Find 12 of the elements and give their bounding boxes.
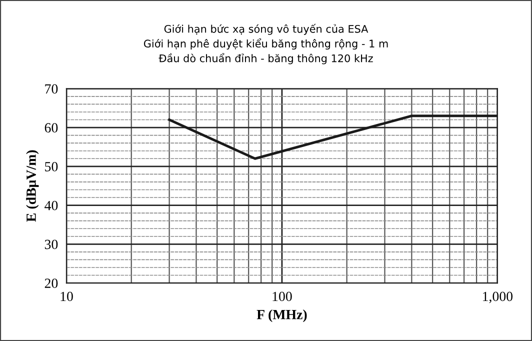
y-tick-label: 70 — [45, 84, 58, 94]
x-tick-label: 100 — [272, 292, 292, 302]
y-axis-title: E (dBμV/m) — [26, 150, 39, 222]
y-tick-label: 40 — [44, 200, 58, 210]
y-tick-label: 60 — [44, 123, 58, 132]
chart-title: Giới hạn bức xạ sóng vô tuyến của ESA Giới hạn phê duyệt kiểu băng thông rộng - 1 m Đầu dò chuẩn đỉnh - băng thông 120 kHz — [144, 24, 388, 64]
x-axis-title: F (MHz) — [256, 310, 307, 322]
y-tick-label: 50 — [45, 162, 58, 172]
x-tick-label: 10 — [60, 292, 73, 302]
y-tick-label: 20 — [44, 278, 58, 288]
y-tick-label: 30 — [44, 240, 58, 250]
x-tick-label: 1,000 — [483, 292, 513, 304]
